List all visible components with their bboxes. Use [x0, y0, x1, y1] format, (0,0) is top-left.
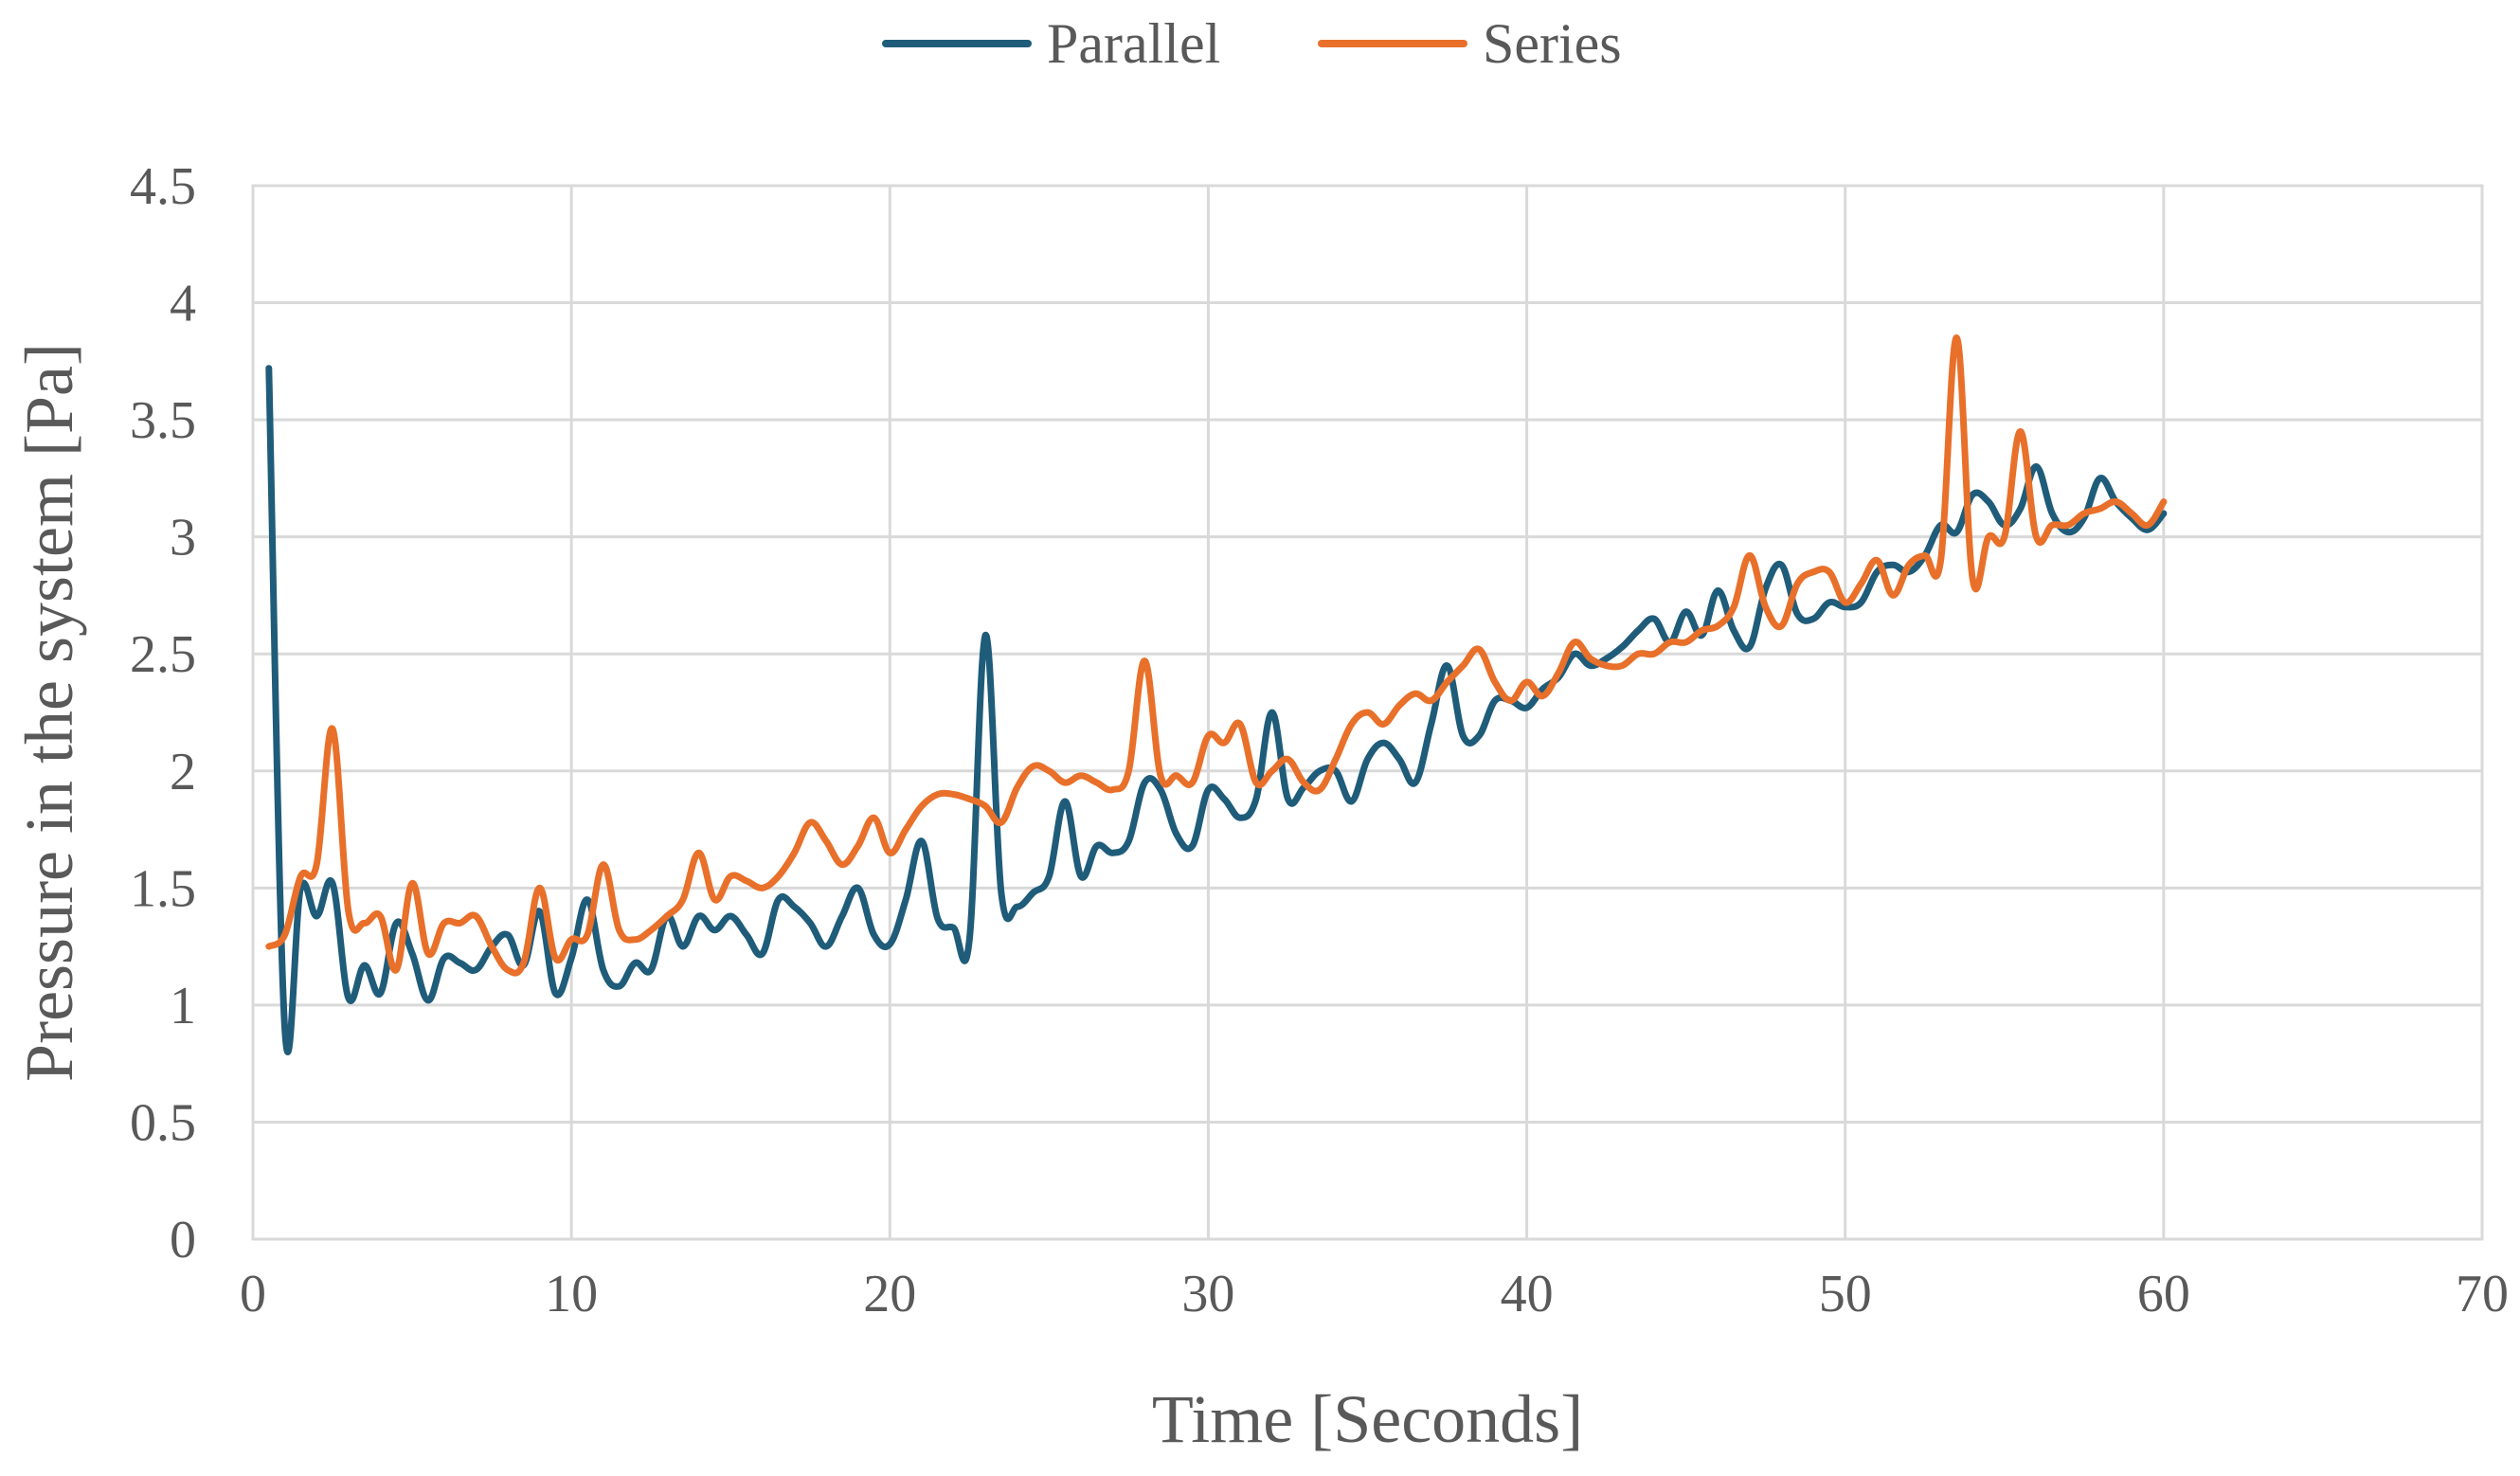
plot-frame [251, 184, 2484, 1241]
x-tick-label: 10 [545, 1265, 598, 1323]
y-tick-label: 2.5 [130, 625, 196, 684]
series-line-series [265, 334, 2168, 977]
x-tick-label: 0 [240, 1265, 266, 1323]
x-tick-label: 60 [2137, 1265, 2190, 1323]
x-tick-label: 20 [863, 1265, 916, 1323]
y-tick-label: 4.5 [130, 157, 196, 216]
x-axis-ticks: 0 10 20 30 40 50 60 70 [240, 1265, 2509, 1323]
gridlines [251, 184, 2484, 1241]
series-lines [265, 334, 2168, 1055]
series-line-parallel [265, 365, 2168, 1055]
y-tick-label: 3 [170, 509, 196, 567]
y-axis-ticks: 0 0.5 1 1.5 2 2.5 3 3.5 4 4.5 [130, 157, 196, 1269]
x-tick-label: 50 [1819, 1265, 1872, 1323]
y-tick-label: 4 [170, 275, 196, 333]
y-tick-label: 3.5 [130, 391, 196, 450]
x-tick-label: 40 [1501, 1265, 1554, 1323]
y-axis-title: Pressure in the system [Pa] [11, 343, 87, 1082]
x-tick-label: 70 [2456, 1265, 2509, 1323]
legend: Parallel Series [882, 12, 1622, 75]
y-tick-label: 2 [170, 743, 196, 801]
x-axis-title: Time [Seconds] [1152, 1381, 1583, 1457]
y-tick-label: 1 [170, 977, 196, 1035]
y-tick-label: 0.5 [130, 1093, 196, 1152]
legend-label-parallel: Parallel [1047, 12, 1220, 75]
y-tick-label: 1.5 [130, 859, 196, 918]
y-tick-label: 0 [170, 1211, 196, 1269]
x-tick-label: 30 [1181, 1265, 1234, 1323]
legend-label-series: Series [1483, 12, 1622, 75]
